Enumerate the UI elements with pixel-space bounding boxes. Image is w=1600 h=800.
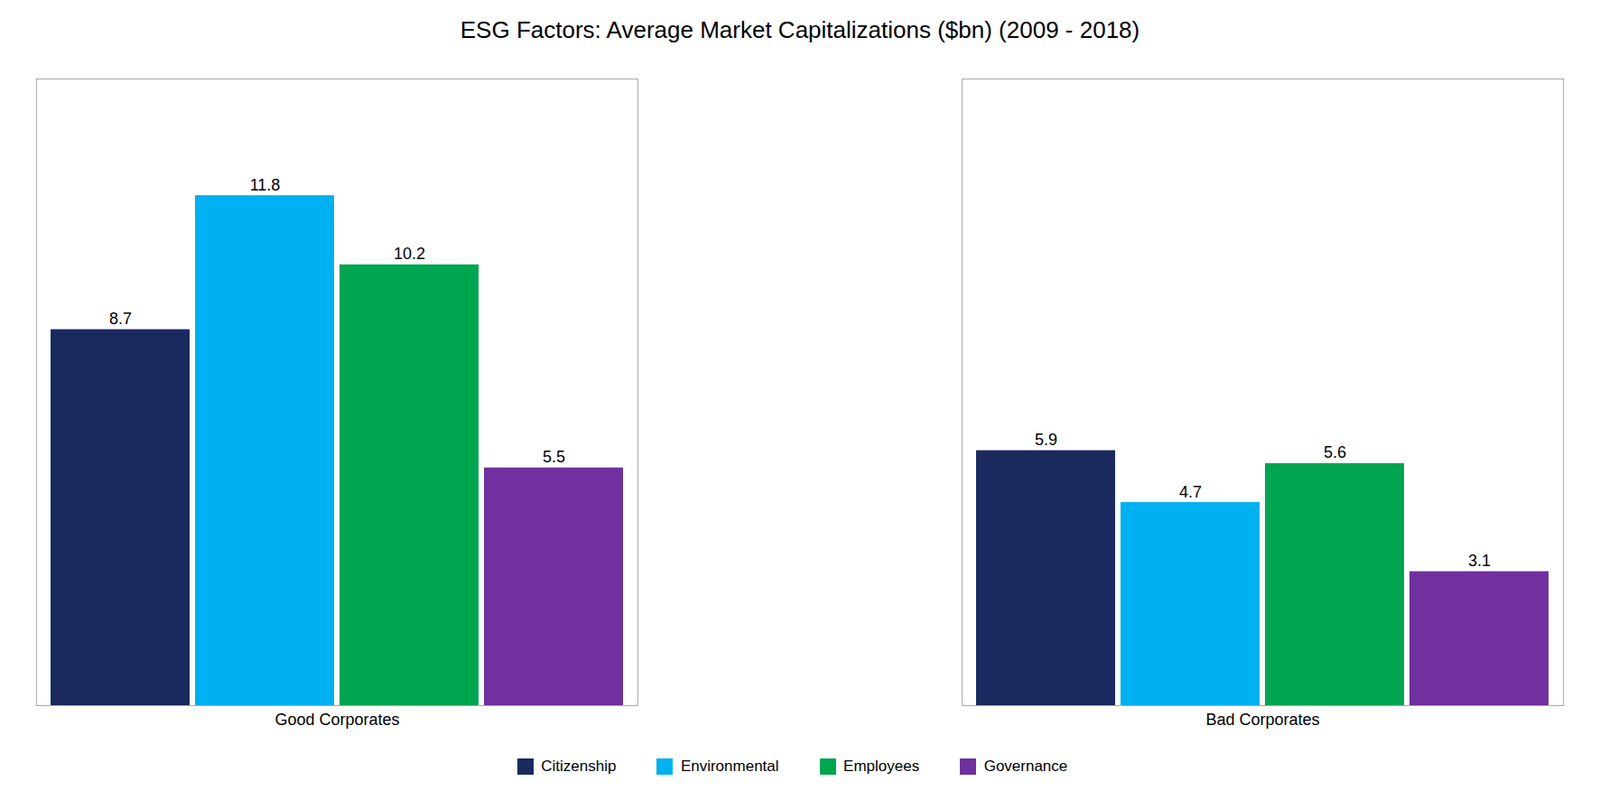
svg-text:4.7: 4.7 — [1179, 483, 1202, 502]
html-text:ESG Factors: Average Market Ca: ESG Factors: Average Market Capitalizati… — [460, 16, 1140, 44]
svg-text:5.5: 5.5 — [542, 447, 566, 466]
svg-text:10.2: 10.2 — [393, 244, 426, 263]
svg-text:8.7: 8.7 — [109, 309, 132, 328]
svg-text:3.1: 3.1 — [1468, 551, 1491, 570]
svg-text:5.6: 5.6 — [1323, 443, 1347, 462]
svg-text:Bad Corporates: Bad Corporates — [1205, 710, 1320, 729]
html-text:Citizenship: Citizenship — [541, 757, 617, 775]
html-text:Employees: Employees — [843, 757, 920, 775]
html-text:Governance: Governance — [983, 757, 1068, 775]
svg-text:11.8: 11.8 — [250, 176, 281, 195]
svg-text:5.9: 5.9 — [1034, 430, 1058, 449]
svg-text:Good Corporates: Good Corporates — [274, 710, 400, 729]
html-text:Environmental: Environmental — [680, 757, 779, 775]
